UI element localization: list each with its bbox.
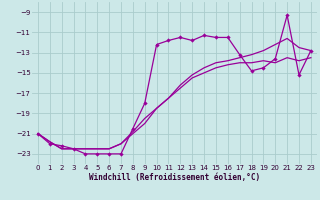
X-axis label: Windchill (Refroidissement éolien,°C): Windchill (Refroidissement éolien,°C) — [89, 173, 260, 182]
